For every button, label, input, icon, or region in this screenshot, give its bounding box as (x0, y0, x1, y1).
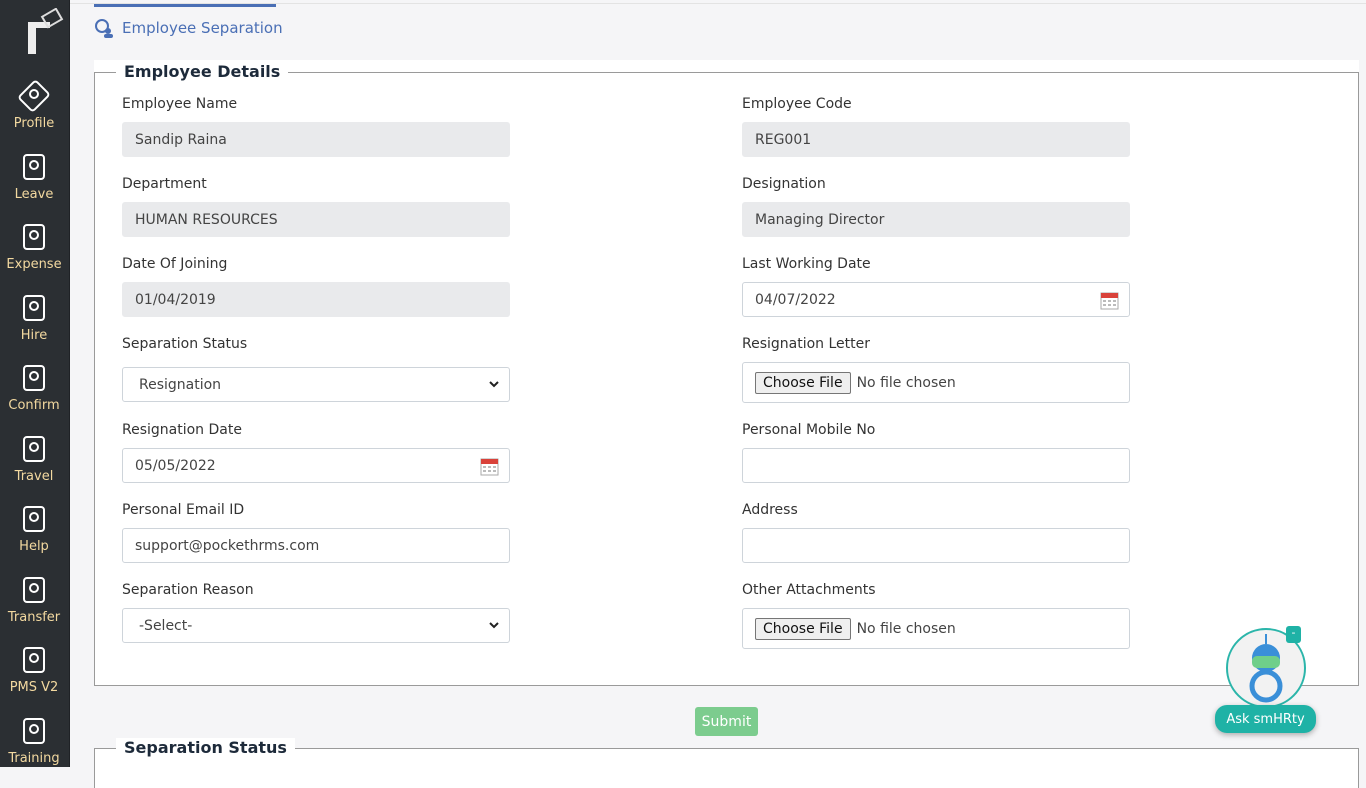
calendar-icon[interactable] (1100, 291, 1119, 310)
sep-status-label: Separation Status (122, 336, 248, 352)
sidebar-item-label: PMS V2 (9, 680, 59, 695)
employee-name-label: Employee Name (122, 96, 238, 112)
sidebar-item-label: Leave (14, 187, 54, 202)
ask-smhrty-button[interactable]: Ask smHRty (1215, 705, 1316, 733)
mobile-input[interactable] (742, 448, 1130, 483)
sep-status-select[interactable]: Resignation (122, 367, 510, 402)
email-input[interactable]: support@pockethrms.com (122, 528, 510, 563)
employee-code-label: Employee Code (742, 96, 852, 112)
other-file-input[interactable]: Choose File No file chosen (742, 608, 1130, 649)
employee-name-input[interactable]: Sandip Raina (122, 122, 510, 157)
sidebar-item-label: Travel (14, 469, 54, 484)
employee-details-fieldset (94, 72, 1359, 686)
sidebar-item-label: Profile (13, 116, 55, 131)
hire-icon (23, 295, 45, 321)
res-date-label: Resignation Date (122, 422, 242, 438)
department-label: Department (122, 176, 207, 192)
res-date-input[interactable]: 05/05/2022 (122, 448, 510, 483)
leave-icon (23, 154, 45, 180)
chevron-down-icon (489, 622, 499, 629)
chevron-down-icon (489, 381, 499, 388)
logo (28, 8, 64, 54)
other-label: Other Attachments (742, 582, 876, 598)
designation-label: Designation (742, 176, 826, 192)
doj-label: Date Of Joining (122, 256, 228, 272)
department-input[interactable]: HUMAN RESOURCES (122, 202, 510, 237)
sidebar-item-pms-v2[interactable]: PMS V2 (0, 644, 68, 695)
address-label: Address (742, 502, 798, 518)
lwd-input[interactable]: 04/07/2022 (742, 282, 1130, 317)
sidebar-item-label: Help (19, 539, 49, 554)
sidebar (0, 0, 70, 767)
sidebar-item-label: Hire (20, 328, 48, 343)
sidebar-item-transfer[interactable]: Transfer (0, 574, 68, 625)
sidebar-item-leave[interactable]: Leave (0, 151, 68, 202)
reason-label: Separation Reason (122, 582, 254, 598)
employee-code-input[interactable]: REG001 (742, 122, 1130, 157)
active-tab-indicator (94, 4, 276, 7)
sidebar-item-help[interactable]: Help (0, 503, 68, 554)
help-icon (23, 506, 45, 532)
sidebar-item-label: Expense (6, 257, 62, 272)
sidebar-item-expense[interactable]: Expense (0, 221, 68, 272)
expense-icon (23, 224, 45, 250)
pms-icon (23, 647, 45, 673)
res-letter-label: Resignation Letter (742, 336, 871, 352)
employee-separation-icon (95, 19, 113, 38)
lwd-label: Last Working Date (742, 256, 871, 272)
confirm-icon (23, 365, 45, 391)
sidebar-item-label: Confirm (8, 398, 60, 413)
training-icon (23, 718, 45, 744)
sidebar-item-confirm[interactable]: Confirm (0, 362, 68, 413)
sidebar-item-profile[interactable]: Profile (0, 80, 68, 131)
submit-button[interactable]: Submit (695, 707, 758, 736)
reason-select[interactable]: -Select- (122, 608, 510, 643)
file-status: No file chosen (856, 374, 956, 391)
email-label: Personal Email ID (122, 502, 245, 518)
choose-file-button[interactable]: Choose File (755, 371, 851, 394)
choose-file-button[interactable]: Choose File (755, 617, 851, 640)
chatbot-minimize-button[interactable]: - (1286, 626, 1301, 643)
sidebar-item-label: Transfer (7, 610, 61, 625)
sidebar-item-label: Training (8, 751, 60, 766)
page-title[interactable]: Employee Separation (94, 18, 283, 38)
travel-icon (23, 436, 45, 462)
top-divider (70, 3, 1366, 4)
separation-status-legend: Separation Status (116, 738, 295, 757)
mobile-label: Personal Mobile No (742, 422, 876, 438)
doj-input[interactable]: 01/04/2019 (122, 282, 510, 317)
profile-icon (18, 80, 50, 112)
sidebar-item-training[interactable]: Training (0, 715, 68, 766)
transfer-icon (23, 577, 45, 603)
robot-icon (1249, 634, 1283, 703)
calendar-icon[interactable] (480, 457, 499, 476)
file-status: No file chosen (856, 620, 956, 637)
employee-details-legend: Employee Details (116, 62, 289, 81)
address-input[interactable] (742, 528, 1130, 563)
res-letter-file-input[interactable]: Choose File No file chosen (742, 362, 1130, 403)
sidebar-item-hire[interactable]: Hire (0, 292, 68, 343)
sidebar-item-travel[interactable]: Travel (0, 433, 68, 484)
designation-input[interactable]: Managing Director (742, 202, 1130, 237)
